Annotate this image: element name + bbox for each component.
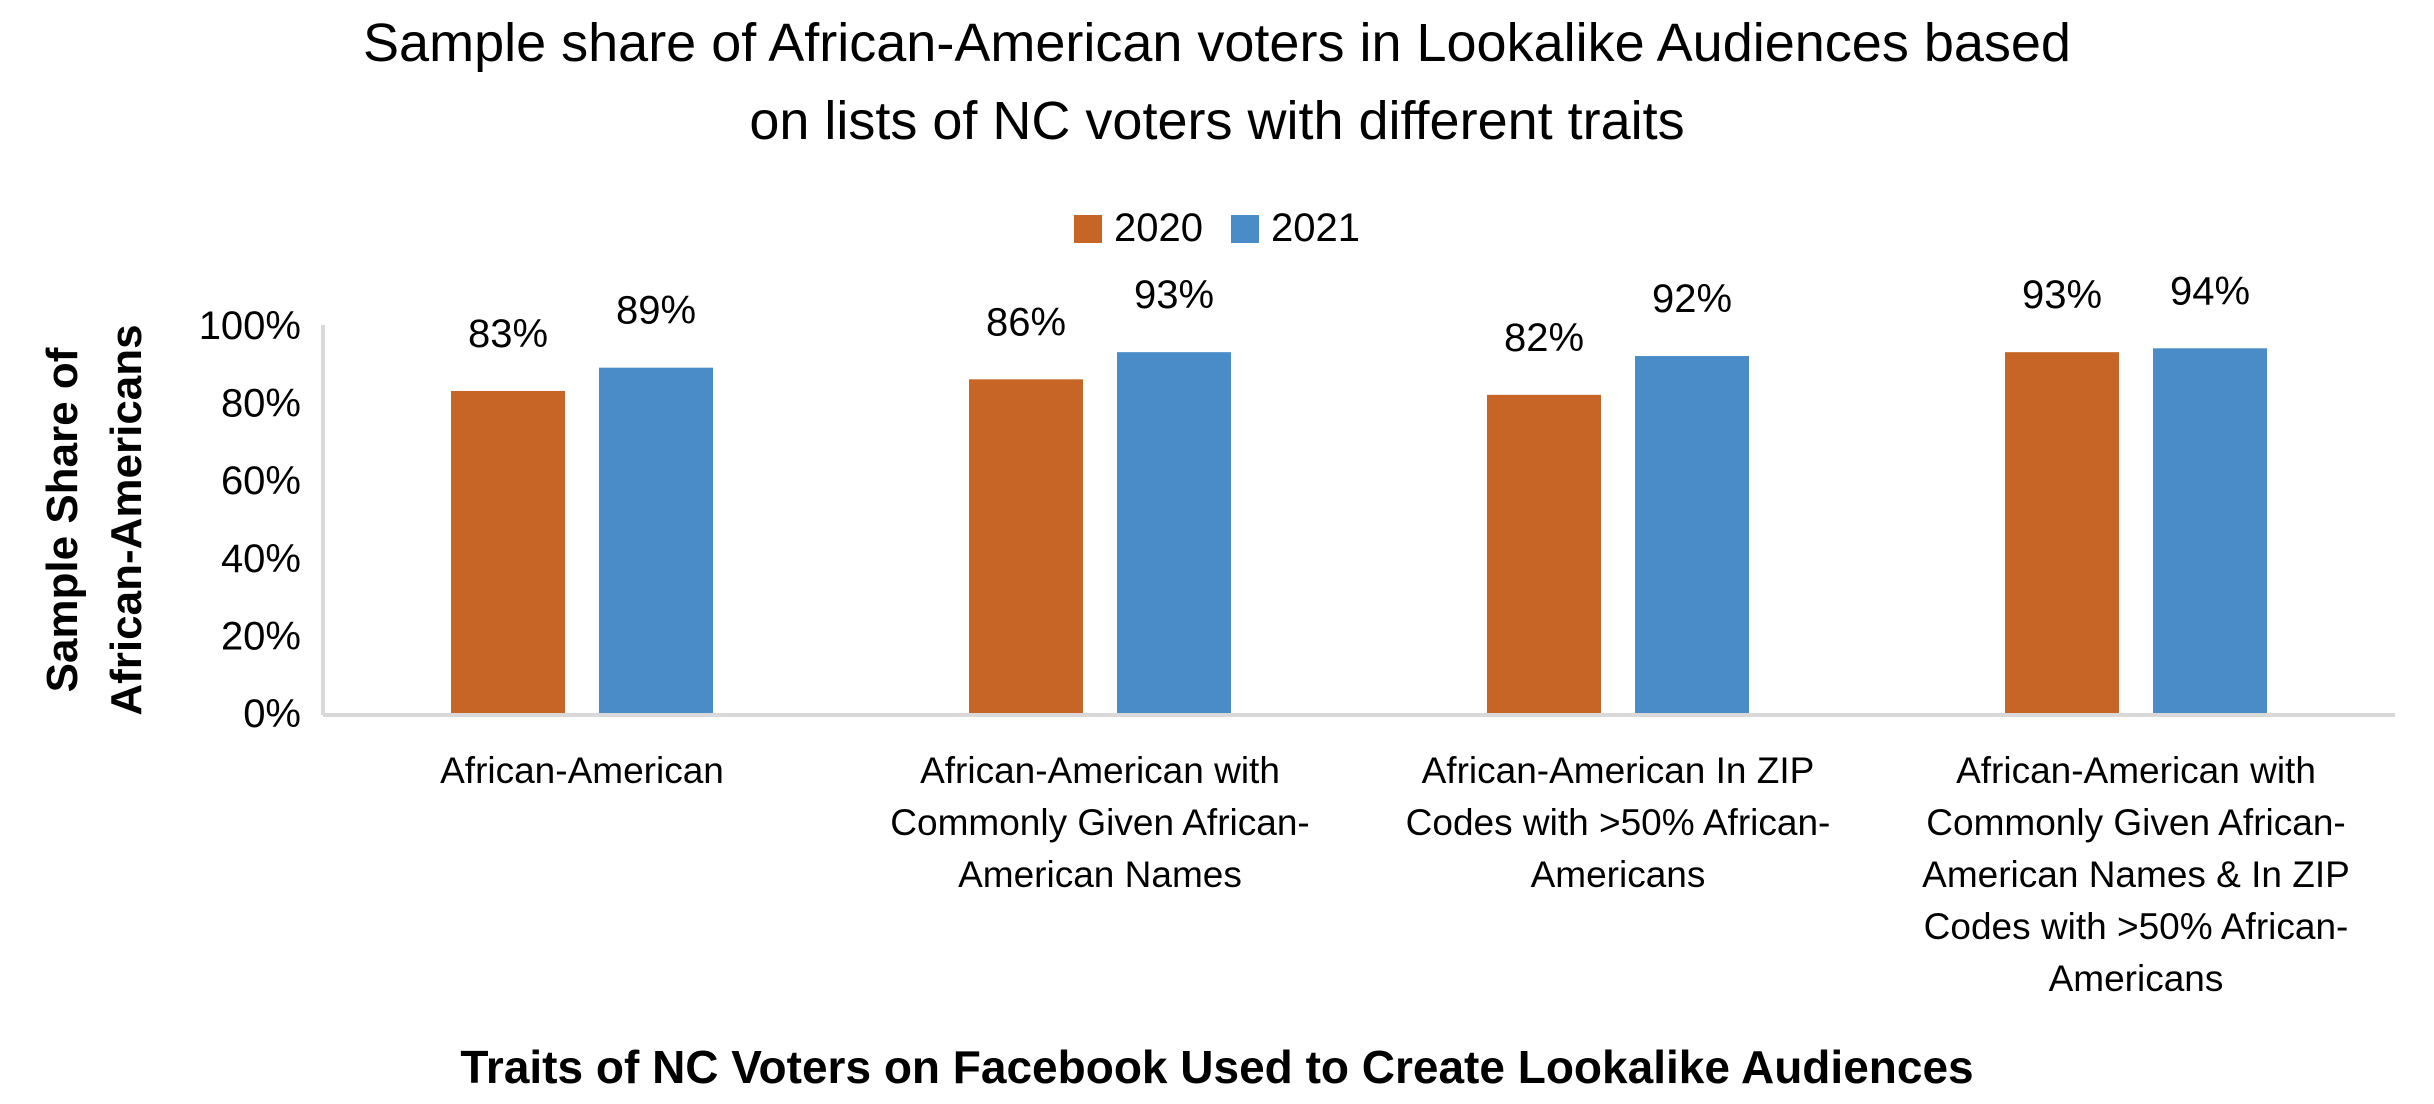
x-tick-label-line: African-American In ZIP [1421,750,1815,791]
legend-label: 2020 [1114,206,1203,250]
data-label: 82% [1504,316,1584,360]
bar-2021 [1635,356,1749,713]
chart-title-line: Sample share of African-American voters … [363,13,2071,73]
legend-label: 2021 [1271,206,1360,250]
x-tick-label-line: American Names & In ZIP [1922,854,2350,895]
y-tick-label: 60% [221,459,301,503]
x-tick-label: African-American [332,745,832,797]
chart-title: Sample share of African-American voters … [0,4,2434,160]
bar-2020 [451,390,565,713]
x-tick-label-line: Americans [2048,958,2224,999]
x-tick-label: African-American with Commonly Given Afri… [1886,745,2386,1005]
x-tick-label-line: African-American [440,750,724,791]
x-tick-label-line: American Names [958,854,1242,895]
data-label: 93% [1134,273,1214,317]
chart-title-line: on lists of NC voters with different tra… [749,91,1685,151]
bar-2021 [599,367,713,713]
x-tick-label-line: African-American with [1956,750,2316,791]
data-label: 89% [616,289,696,333]
data-label: 86% [986,300,1066,344]
legend: 2020 2021 [0,206,2434,251]
bar-2020 [969,379,1083,713]
bar-2020 [2005,352,2119,713]
data-label: 83% [468,312,548,356]
x-tick-label-line: Commonly Given African- [890,802,1310,843]
legend-swatch-2021 [1231,214,1259,243]
x-tick-label-line: Codes with >50% African- [1923,906,2349,947]
x-tick-label-line: Commonly Given African- [1926,802,2346,843]
x-tick-label-line: African-American with [920,750,1280,791]
x-axis-title: Traits of NC Voters on Facebook Used to … [460,1041,1974,1093]
bar-2020 [1487,394,1601,713]
y-tick-label: 40% [221,537,301,581]
data-label: 93% [2022,273,2102,317]
bar-2021 [1117,352,1231,713]
bar-2021 [2153,348,2267,713]
legend-item-2020: 2020 [1074,206,1203,251]
x-tick-label-line: Americans [1530,854,1706,895]
legend-item-2021: 2021 [1231,206,1360,251]
y-tick-label: 80% [221,382,301,426]
x-tick-label: African-American In ZIP Codes with >50% A… [1368,745,1868,901]
y-tick-label: 20% [221,614,301,658]
data-label: 92% [1652,277,1732,321]
x-tick-label: African-American with Commonly Given Afri… [850,745,1350,901]
x-tick-label-line: Codes with >50% African- [1405,802,1831,843]
y-tick-label: 100% [199,304,301,348]
y-tick-label: 0% [243,692,301,736]
legend-swatch-2020 [1074,214,1103,243]
data-label: 94% [2170,269,2250,313]
